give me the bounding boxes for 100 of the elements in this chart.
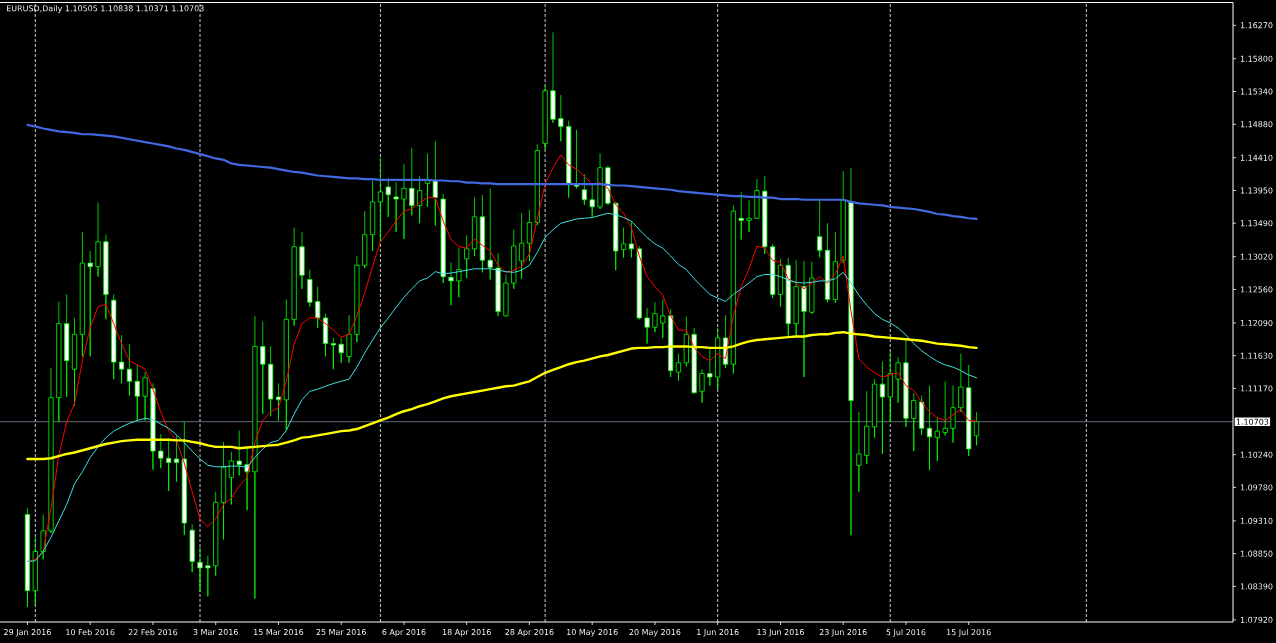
candlestick xyxy=(519,212,525,280)
candlestick xyxy=(103,234,109,320)
candlestick xyxy=(126,343,133,396)
candlestick xyxy=(809,261,815,315)
candlestick xyxy=(903,339,909,428)
candlestick xyxy=(534,143,540,226)
candlestick xyxy=(448,262,454,306)
candlestick xyxy=(871,378,878,438)
candlestick xyxy=(707,348,713,386)
candlestick xyxy=(934,417,940,462)
candlestick xyxy=(840,170,846,264)
candlestick xyxy=(464,234,470,279)
candlestick xyxy=(691,327,697,394)
candlestick xyxy=(589,183,595,218)
candlestick xyxy=(307,269,313,307)
candlestick xyxy=(322,313,329,357)
candlestick xyxy=(205,555,211,597)
candlestick xyxy=(856,411,862,493)
candlestick xyxy=(213,491,219,577)
candlestick xyxy=(770,243,776,299)
candlestick xyxy=(315,286,321,329)
candlestick xyxy=(252,315,258,599)
candlestick xyxy=(346,314,352,364)
candlestick xyxy=(118,334,125,384)
candlestick xyxy=(385,177,391,218)
candlestick xyxy=(817,200,823,258)
candlestick xyxy=(64,294,70,398)
candlestick xyxy=(87,250,93,357)
candlestick xyxy=(597,153,603,210)
candlestick xyxy=(409,147,415,216)
candlestick xyxy=(393,181,399,233)
candlestick xyxy=(260,321,266,415)
candlestick xyxy=(950,385,956,443)
candlestick xyxy=(479,194,485,273)
candlestick xyxy=(613,201,619,271)
candlestick xyxy=(369,180,376,252)
candlestick xyxy=(432,140,438,226)
candlestick xyxy=(134,364,140,421)
candlestick xyxy=(511,229,517,290)
candlestick xyxy=(793,259,799,337)
candlestick xyxy=(942,380,948,436)
candlestick xyxy=(973,411,980,446)
candlestick xyxy=(291,227,297,327)
candlestick xyxy=(628,220,635,258)
candlestick xyxy=(558,94,564,142)
candlestick xyxy=(111,294,117,380)
candlestick xyxy=(675,353,682,382)
candlestick xyxy=(887,350,893,423)
candlestick xyxy=(879,360,885,455)
candlestick xyxy=(660,299,666,339)
candlestick xyxy=(173,435,180,483)
candlestick xyxy=(636,245,642,320)
candlestick xyxy=(440,193,446,284)
candlestick xyxy=(354,255,360,343)
candlestick xyxy=(550,32,556,124)
candlestick xyxy=(166,437,172,492)
candlestick xyxy=(762,175,768,255)
candlestick xyxy=(456,247,462,298)
candlestick xyxy=(487,187,493,280)
candlestick xyxy=(730,205,736,374)
candlestick xyxy=(401,163,407,240)
candlestick xyxy=(79,231,85,357)
candlestick xyxy=(330,337,336,370)
candlestick xyxy=(377,157,384,243)
candlestick xyxy=(699,368,705,404)
candlestick xyxy=(966,364,972,457)
candlestick xyxy=(581,173,587,206)
candlestick xyxy=(362,210,368,269)
candlestick xyxy=(189,524,195,573)
candlestick xyxy=(526,209,533,262)
candlestick xyxy=(142,371,148,421)
candlestick xyxy=(471,197,478,257)
candlestick xyxy=(95,202,101,278)
candlestick xyxy=(24,507,31,608)
candlestick xyxy=(801,260,807,378)
candlestick xyxy=(338,337,344,364)
candlestick xyxy=(958,353,964,413)
candlestick xyxy=(848,167,854,536)
candlestick xyxy=(150,383,156,471)
candlestick xyxy=(754,178,760,220)
candlestick xyxy=(864,390,870,465)
candlestick xyxy=(652,301,658,333)
candlestick xyxy=(542,85,548,150)
candlestick xyxy=(785,257,791,337)
candlestick xyxy=(56,301,62,423)
candlestick xyxy=(299,231,305,290)
candlestick xyxy=(220,441,227,540)
candlestick xyxy=(236,430,242,476)
candlestick xyxy=(158,433,164,469)
candlestick xyxy=(181,421,187,536)
candlestick xyxy=(644,307,650,344)
candlestick xyxy=(919,395,925,436)
candlestick xyxy=(268,346,274,417)
candlestick xyxy=(620,227,627,258)
candlestick xyxy=(503,274,509,317)
candlestick xyxy=(738,191,744,241)
candlestick xyxy=(911,393,917,452)
candlestick xyxy=(926,385,933,471)
candlestick xyxy=(283,299,289,431)
candlestick xyxy=(668,309,674,378)
